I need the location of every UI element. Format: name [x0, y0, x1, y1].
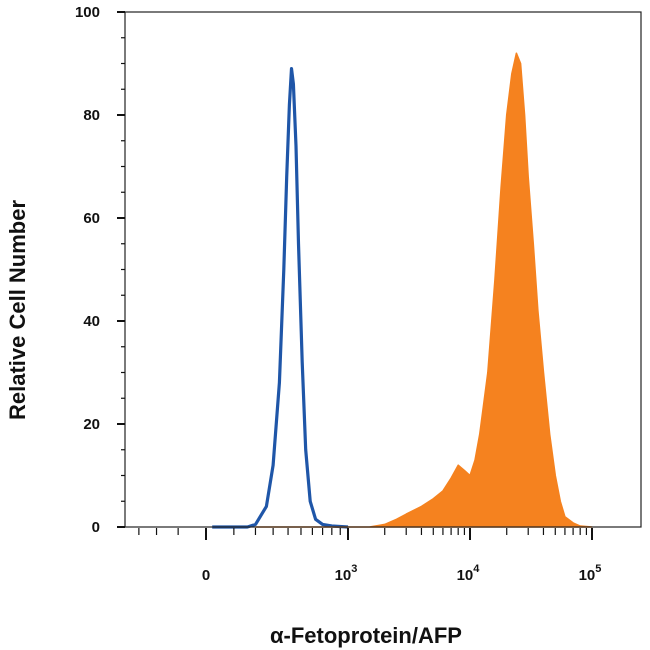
y-tick-label: 100 — [75, 4, 100, 21]
x-tick-label: 105 — [579, 563, 602, 584]
y-tick-label: 60 — [83, 210, 100, 227]
x-tick-label: 0 — [202, 567, 210, 584]
series-filled-histogram — [254, 52, 593, 528]
x-axis-title: α-Fetoprotein/AFP — [270, 623, 462, 648]
y-axis-title: Relative Cell Number — [5, 200, 30, 421]
x-tick-label: 104 — [457, 563, 481, 584]
y-tick-label: 40 — [83, 313, 100, 330]
y-tick-label: 0 — [92, 519, 100, 536]
y-tick-label: 80 — [83, 107, 100, 124]
y-tick-label: 20 — [83, 416, 100, 433]
plot-frame — [124, 11, 642, 528]
series-outline-histogram — [212, 67, 349, 529]
x-tick-label: 103 — [335, 563, 358, 584]
